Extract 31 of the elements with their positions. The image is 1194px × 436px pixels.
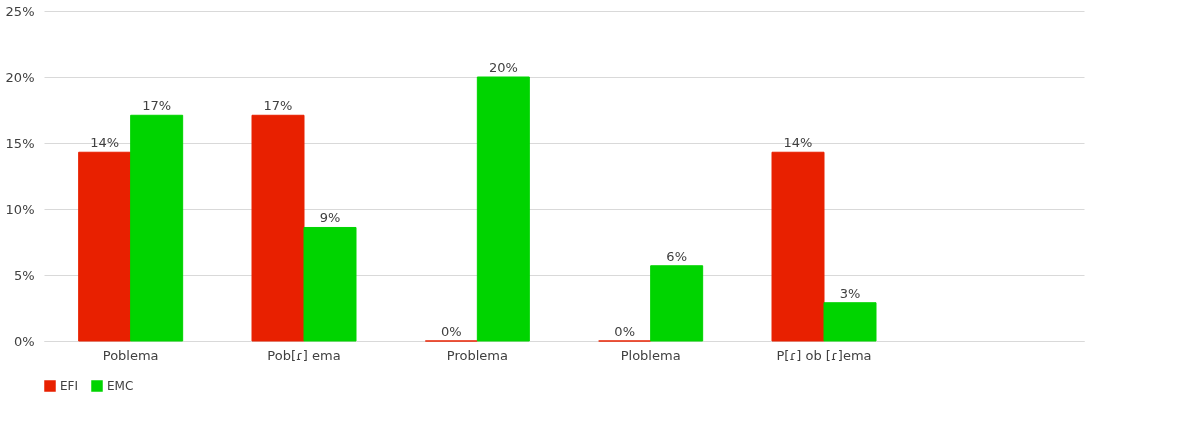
data-label: 0% [441, 324, 462, 339]
y-tick-label: 10% [5, 201, 35, 217]
y-tick-label: 25% [5, 3, 35, 19]
bar [476, 76, 530, 342]
x-tick-label: P[ɾ] ob [ɾ]ema [776, 347, 872, 363]
bar [823, 302, 877, 342]
bar [78, 151, 132, 342]
data-label: 14% [90, 135, 120, 151]
legend-label: EMC [107, 379, 134, 393]
y-tick-label: 20% [5, 69, 35, 85]
x-tick-label: Pob[ɾ] ema [267, 347, 341, 363]
data-label: 3% [839, 285, 861, 301]
x-tick-label: Ploblema [620, 347, 681, 363]
data-label: 0% [614, 324, 635, 339]
bar [303, 226, 357, 342]
bar [771, 151, 825, 342]
legend-label: EFI [60, 379, 79, 393]
data-label: 17% [142, 98, 172, 114]
bar [251, 114, 305, 342]
y-tick-label: 5% [13, 267, 35, 283]
x-tick-label: Problema [446, 347, 508, 363]
y-tick-label: 0% [13, 333, 35, 349]
x-tick-label: Poblema [102, 347, 159, 363]
data-label: 9% [319, 210, 341, 226]
data-label: 6% [666, 248, 687, 264]
y-tick-label: 15% [5, 135, 35, 151]
data-label: 14% [783, 135, 813, 151]
bar [650, 265, 704, 342]
bar [130, 114, 184, 342]
data-label: 20% [488, 60, 518, 75]
data-label: 17% [263, 98, 293, 114]
